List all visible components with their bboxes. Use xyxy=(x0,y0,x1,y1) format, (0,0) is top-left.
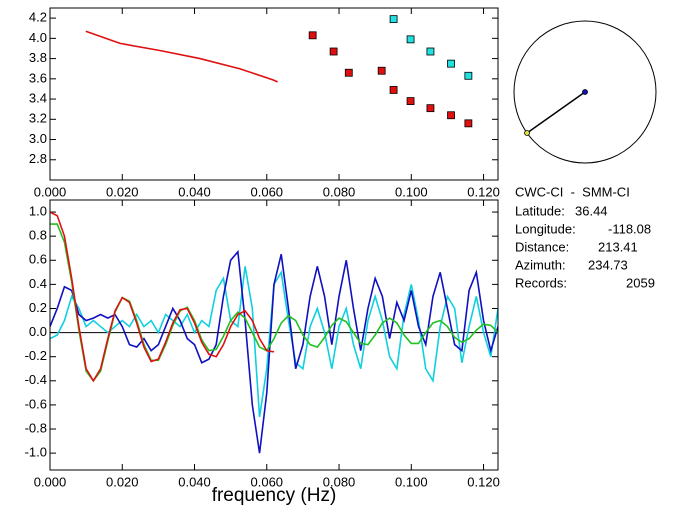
y-tick-label: -0.8 xyxy=(25,420,47,435)
info-label: Records: xyxy=(515,275,567,290)
x-tick-label: 0.100 xyxy=(395,184,428,199)
marker xyxy=(406,35,415,44)
marker xyxy=(329,47,338,56)
marker xyxy=(426,104,435,113)
y-tick-label: 0.8 xyxy=(29,228,47,243)
y-tick-label: 0.2 xyxy=(29,300,47,315)
y-tick-label: 2.8 xyxy=(29,151,47,166)
y-tick-label: 3.8 xyxy=(29,50,47,65)
y-tick-label: 3.4 xyxy=(29,90,47,105)
info-label: Latitude: xyxy=(515,203,565,218)
plot-frame xyxy=(49,199,499,471)
marker xyxy=(308,31,317,40)
azimuth-line xyxy=(526,91,586,134)
x-tick-label: 0.080 xyxy=(323,474,356,489)
y-tick-label: 1.0 xyxy=(29,203,47,218)
x-tick-label: 0.060 xyxy=(251,474,284,489)
x-tick-label: 0.040 xyxy=(178,184,211,199)
azimuth-circle xyxy=(513,20,657,164)
y-tick-label: 3.6 xyxy=(29,70,47,85)
info-value: 2059 xyxy=(626,275,655,290)
y-tick-label: -0.6 xyxy=(25,396,47,411)
x-tick-label: 0.080 xyxy=(323,184,356,199)
info-value: -118.08 xyxy=(608,221,651,236)
y-tick-label: 4.0 xyxy=(29,30,47,45)
marker xyxy=(447,59,455,68)
info-value: 36.44 xyxy=(575,203,608,218)
info-value: 234.73 xyxy=(588,257,628,272)
y-tick-label: 3.0 xyxy=(29,131,47,146)
x-tick-label: 0.100 xyxy=(395,474,428,489)
marker xyxy=(464,71,473,80)
series-line xyxy=(50,223,498,383)
y-tick-label: 0.6 xyxy=(29,252,47,267)
info-label: Distance: xyxy=(515,239,569,254)
x-tick-label: 0.020 xyxy=(106,184,139,199)
y-tick-label: -0.2 xyxy=(25,348,47,363)
y-tick-label: 3.2 xyxy=(29,111,47,126)
series-line xyxy=(85,30,278,83)
center-dot xyxy=(582,89,588,95)
marker xyxy=(406,97,415,105)
x-tick-label: 0.000 xyxy=(34,184,67,199)
series-line xyxy=(50,211,275,383)
x-tick-label: 0.040 xyxy=(178,474,211,489)
series-line xyxy=(50,249,498,454)
station-dot xyxy=(524,130,530,136)
x-tick-label: 0.060 xyxy=(251,184,284,199)
info-label: Azimuth: xyxy=(515,257,566,272)
x-tick-label: 0.120 xyxy=(467,184,500,199)
x-axis-label: frequency (Hz) xyxy=(212,485,337,506)
info-title: CWC-CI - SMM-CI xyxy=(515,184,630,199)
info-label: Longitude: xyxy=(515,221,576,236)
y-tick-label: 0.4 xyxy=(29,276,47,291)
plot-frame xyxy=(49,7,499,181)
marker xyxy=(389,15,398,24)
marker xyxy=(344,68,353,77)
x-tick-label: 0.020 xyxy=(106,474,139,489)
marker xyxy=(464,119,473,128)
y-tick-label: -0.4 xyxy=(25,372,47,387)
x-tick-label: 0.120 xyxy=(467,474,500,489)
y-tick-label: -1.0 xyxy=(25,445,47,460)
x-tick-label: 0.000 xyxy=(34,474,67,489)
y-tick-label: 0.0 xyxy=(29,324,47,339)
marker xyxy=(447,111,455,120)
marker xyxy=(377,66,386,75)
y-tick-label: 4.2 xyxy=(29,10,47,25)
info-value: 213.41 xyxy=(598,239,638,254)
marker xyxy=(426,47,435,56)
marker xyxy=(389,86,398,94)
